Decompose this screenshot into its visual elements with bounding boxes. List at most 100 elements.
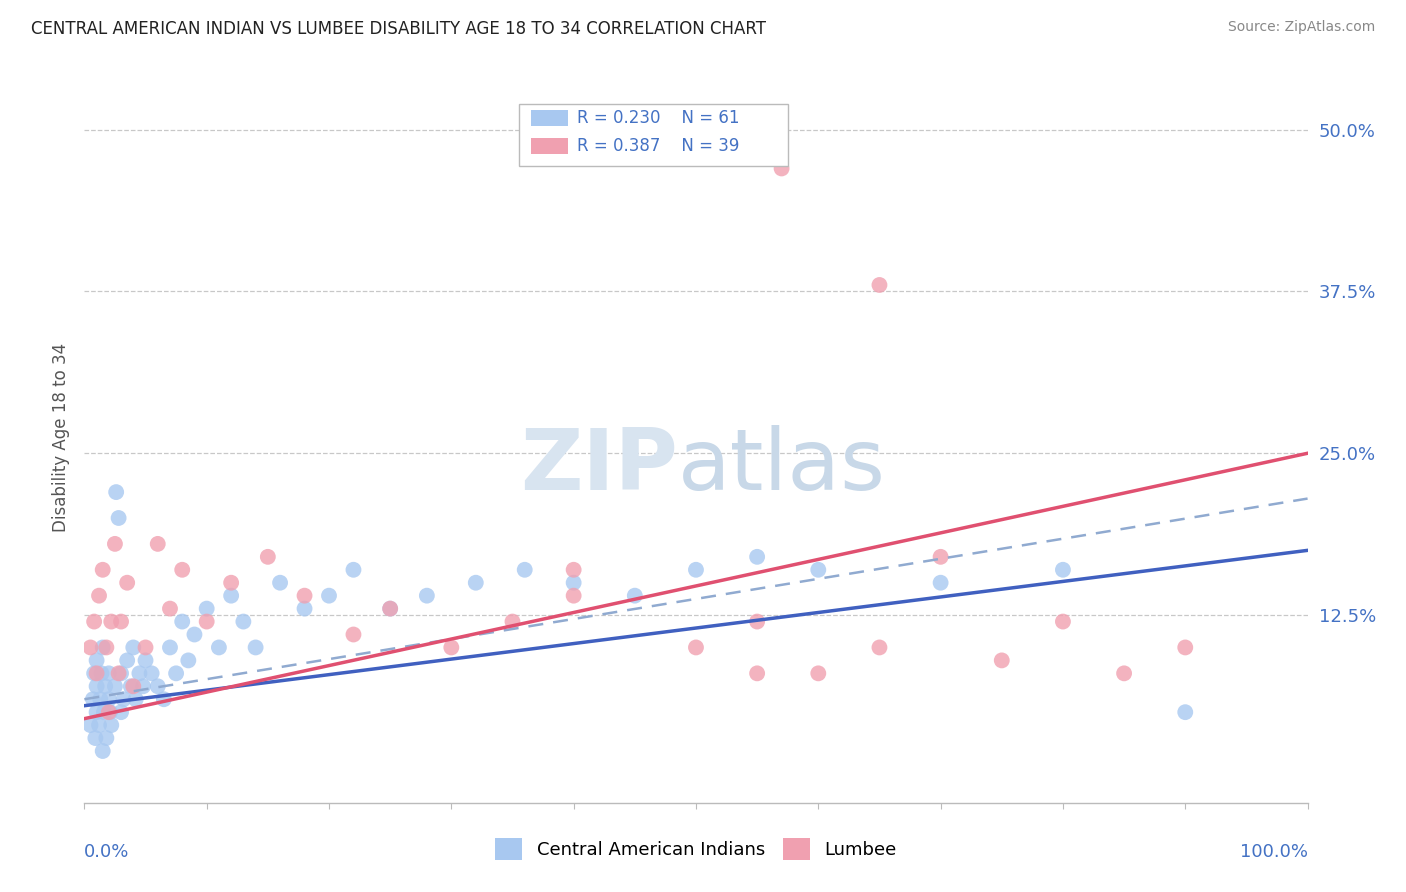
Point bbox=[122, 679, 145, 693]
Point bbox=[562, 575, 585, 590]
Point bbox=[100, 718, 122, 732]
Point bbox=[84, 731, 107, 745]
Text: Source: ZipAtlas.com: Source: ZipAtlas.com bbox=[1227, 20, 1375, 34]
Point bbox=[685, 640, 707, 655]
Point bbox=[219, 589, 242, 603]
Point bbox=[83, 666, 105, 681]
Point bbox=[747, 549, 769, 564]
Point bbox=[115, 653, 138, 667]
Point bbox=[153, 692, 176, 706]
Point bbox=[219, 575, 242, 590]
Point bbox=[79, 640, 101, 655]
Point bbox=[107, 511, 129, 525]
Point bbox=[122, 640, 145, 655]
Point bbox=[562, 563, 585, 577]
Point bbox=[869, 277, 891, 292]
Point bbox=[91, 744, 114, 758]
Point bbox=[90, 666, 112, 681]
Point bbox=[245, 640, 267, 655]
Point bbox=[93, 705, 115, 719]
Bar bbox=[531, 110, 568, 127]
Point bbox=[132, 679, 155, 693]
Point bbox=[105, 485, 128, 500]
Point bbox=[146, 537, 169, 551]
Point bbox=[177, 653, 200, 667]
Text: 100.0%: 100.0% bbox=[1240, 843, 1308, 861]
Point bbox=[87, 589, 110, 603]
Text: ZIP: ZIP bbox=[520, 425, 678, 508]
Point bbox=[100, 615, 122, 629]
Point bbox=[464, 575, 486, 590]
Point bbox=[104, 537, 127, 551]
Legend: Central American Indians, Lumbee: Central American Indians, Lumbee bbox=[488, 830, 904, 867]
Point bbox=[294, 589, 316, 603]
Point bbox=[869, 640, 891, 655]
Point bbox=[172, 615, 194, 629]
Point bbox=[1052, 615, 1074, 629]
Point bbox=[110, 705, 132, 719]
Point bbox=[195, 615, 218, 629]
Point bbox=[342, 563, 364, 577]
Point bbox=[89, 692, 111, 706]
Point bbox=[269, 575, 291, 590]
Point bbox=[991, 653, 1014, 667]
Point bbox=[1052, 563, 1074, 577]
Point bbox=[502, 615, 524, 629]
Point bbox=[513, 563, 536, 577]
Point bbox=[1114, 666, 1136, 681]
Point bbox=[807, 666, 830, 681]
Point bbox=[97, 705, 120, 719]
Point bbox=[86, 705, 108, 719]
Point bbox=[98, 705, 121, 719]
Point bbox=[380, 601, 402, 615]
Point bbox=[342, 627, 364, 641]
Point bbox=[159, 640, 181, 655]
Point bbox=[416, 589, 439, 603]
Point bbox=[107, 666, 129, 681]
Text: CENTRAL AMERICAN INDIAN VS LUMBEE DISABILITY AGE 18 TO 34 CORRELATION CHART: CENTRAL AMERICAN INDIAN VS LUMBEE DISABI… bbox=[31, 20, 766, 37]
Point bbox=[112, 692, 135, 706]
Point bbox=[380, 601, 402, 615]
Point bbox=[172, 563, 194, 577]
Point bbox=[87, 718, 110, 732]
Point bbox=[86, 679, 108, 693]
Point bbox=[83, 615, 105, 629]
Point bbox=[562, 589, 585, 603]
Point bbox=[1174, 705, 1197, 719]
Point bbox=[79, 718, 101, 732]
Point bbox=[96, 640, 118, 655]
Point bbox=[159, 601, 181, 615]
Point bbox=[232, 615, 254, 629]
Point bbox=[110, 666, 132, 681]
Point bbox=[440, 640, 463, 655]
Text: R = 0.230    N = 61: R = 0.230 N = 61 bbox=[578, 109, 740, 128]
Point bbox=[86, 653, 108, 667]
Point bbox=[318, 589, 340, 603]
Point bbox=[929, 575, 952, 590]
FancyBboxPatch shape bbox=[519, 104, 787, 167]
Point bbox=[128, 666, 150, 681]
Point bbox=[294, 601, 316, 615]
Point bbox=[195, 601, 218, 615]
Text: atlas: atlas bbox=[678, 425, 886, 508]
Point bbox=[929, 549, 952, 564]
Point bbox=[183, 627, 205, 641]
Bar bbox=[531, 138, 568, 154]
Point bbox=[104, 679, 127, 693]
Point bbox=[86, 666, 108, 681]
Point bbox=[115, 575, 138, 590]
Point bbox=[685, 563, 707, 577]
Text: R = 0.387    N = 39: R = 0.387 N = 39 bbox=[578, 137, 740, 155]
Point bbox=[97, 692, 120, 706]
Point bbox=[91, 640, 114, 655]
Point bbox=[110, 615, 132, 629]
Point bbox=[1174, 640, 1197, 655]
Point bbox=[91, 563, 114, 577]
Point bbox=[624, 589, 647, 603]
Point bbox=[94, 679, 117, 693]
Point bbox=[82, 692, 104, 706]
Point bbox=[146, 679, 169, 693]
Point bbox=[125, 692, 148, 706]
Point bbox=[208, 640, 231, 655]
Point bbox=[770, 161, 793, 176]
